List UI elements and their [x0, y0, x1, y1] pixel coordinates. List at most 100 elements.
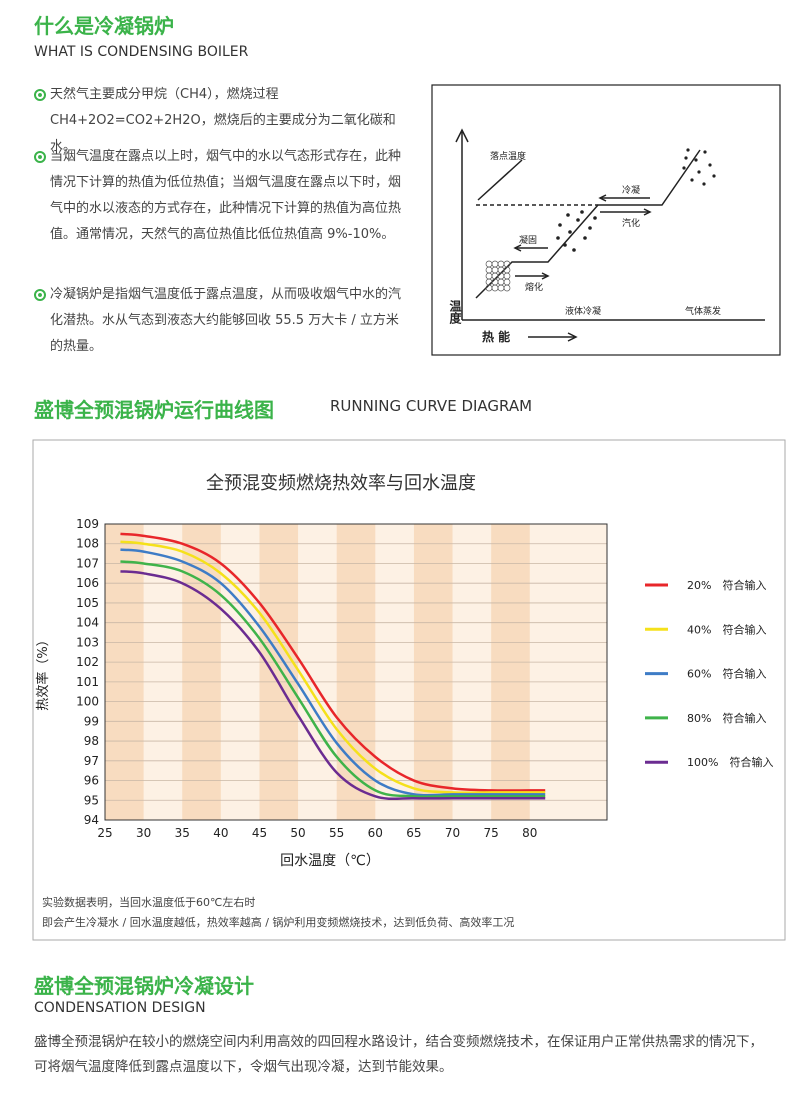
x-tick-label: 35: [175, 826, 190, 840]
x-tick-label: 25: [97, 826, 112, 840]
label: 温度: [448, 300, 462, 325]
ball: [485, 260, 493, 268]
dot: [580, 210, 584, 214]
dot: [702, 182, 706, 186]
dot: [690, 178, 694, 182]
legend-label: 20% 符合输入: [687, 578, 766, 592]
dot: [572, 248, 576, 252]
x-tick-label: 55: [329, 826, 344, 840]
dot: [694, 158, 698, 162]
ball: [485, 266, 493, 274]
dot: [576, 218, 580, 222]
x-tick-label: 60: [368, 826, 383, 840]
y-tick-label: 96: [84, 774, 99, 788]
dot: [566, 213, 570, 217]
legend-label: 60% 符合输入: [687, 667, 766, 681]
x-tick-label: 30: [136, 826, 151, 840]
legend-label: 80% 符合输入: [687, 711, 766, 725]
y-tick-label: 108: [76, 537, 99, 551]
band: [452, 524, 492, 820]
x-tick-label: 40: [213, 826, 228, 840]
dot: [583, 236, 587, 240]
y-tick-label: 104: [76, 616, 99, 630]
bullet: 天然气主要成分甲烷（CH4），燃烧过程 CH4+2O2=CO2+2H2O，燃烧后…: [34, 82, 405, 160]
bullet: 冷凝锅炉是指烟气温度低于露点温度，从而吸收烟气中水的汽化潜热。水从气态到液态大约…: [34, 282, 405, 360]
band: [220, 524, 260, 820]
ball: [491, 266, 499, 274]
dot: [708, 163, 712, 167]
label: 汽化: [622, 217, 640, 229]
ball: [503, 284, 511, 292]
x-tick-label: 75: [484, 826, 499, 840]
bullet: 当烟气温度在露点以上时，烟气中的水以气态形式存在，此种情况下计算的热值为低位热值…: [34, 144, 405, 248]
y-tick-label: 94: [84, 813, 99, 827]
ball: [491, 284, 499, 292]
y-tick-label: 107: [76, 556, 99, 570]
dot: [712, 174, 716, 178]
x-tick-label: 70: [445, 826, 460, 840]
y-tick-label: 102: [76, 655, 99, 669]
y-tick-label: 99: [84, 714, 99, 728]
series-line: [120, 560, 546, 799]
note: 实验数据表明，当回水温度低于60℃左右时: [42, 895, 255, 909]
y-tick-label: 101: [76, 675, 99, 689]
label: 凝固: [519, 235, 537, 246]
y-tick-label: 100: [76, 695, 99, 709]
series-line: [120, 570, 546, 801]
label: 热 能: [482, 329, 510, 344]
label: 液体冷凝: [565, 305, 601, 317]
dot: [703, 150, 707, 154]
ball: [491, 260, 499, 268]
y-tick-label: 95: [84, 793, 99, 807]
y-tick-label: 105: [76, 596, 99, 610]
x-tick-label: 80: [522, 826, 537, 840]
band: [529, 524, 607, 820]
dot: [556, 236, 560, 240]
label: 落点温度: [490, 150, 526, 162]
dot: [682, 166, 686, 170]
series-line: [120, 548, 546, 797]
title: 盛博全预混锅炉运行曲线图: [34, 398, 274, 422]
ball: [503, 272, 511, 280]
ball: [497, 284, 505, 292]
x-label: 回水温度（℃）: [280, 853, 380, 869]
phase-diagram: [431, 84, 781, 356]
y-tick-label: 106: [76, 576, 99, 590]
particles: [485, 148, 716, 292]
plot-border: [104, 523, 608, 821]
label: 气体蒸发: [685, 305, 721, 317]
ball: [497, 260, 505, 268]
label: 熔化: [525, 281, 543, 293]
series-line: [120, 532, 546, 792]
legend-label: 40% 符合输入: [687, 622, 766, 636]
ball: [497, 278, 505, 286]
title: 什么是冷凝锅炉: [34, 14, 174, 38]
series-line: [120, 540, 546, 794]
dot: [568, 230, 572, 234]
label: 冷凝: [622, 184, 640, 196]
dot: [588, 226, 592, 230]
y-tick-label: 98: [84, 734, 99, 748]
y-tick-label: 109: [76, 517, 99, 531]
subtitle: RUNNING CURVE DIAGRAM: [330, 397, 533, 415]
dot: [593, 216, 597, 220]
dot: [686, 148, 690, 152]
title: 盛博全预混锅炉冷凝设计: [34, 974, 254, 998]
subtitle: WHAT IS CONDENSING BOILER: [34, 44, 249, 60]
x-tick-label: 65: [406, 826, 421, 840]
chart-title: 全预混变频燃烧热效率与回水温度: [206, 473, 476, 494]
y-label: 热效率（%）: [35, 633, 51, 710]
dot: [563, 243, 567, 247]
note: 即会产生冷凝水 / 回水温度越低，热效率越高 / 锅炉利用变频燃烧技术，达到低负…: [42, 915, 514, 929]
chart-frame: [32, 439, 786, 941]
band: [375, 524, 414, 820]
dot: [558, 223, 562, 227]
legend-label: 100% 符合输入: [687, 755, 773, 769]
subtitle: CONDENSATION DESIGN: [34, 1000, 206, 1016]
dot: [697, 170, 701, 174]
dot: [684, 156, 688, 160]
x-tick-label: 45: [252, 826, 267, 840]
band: [298, 524, 337, 820]
